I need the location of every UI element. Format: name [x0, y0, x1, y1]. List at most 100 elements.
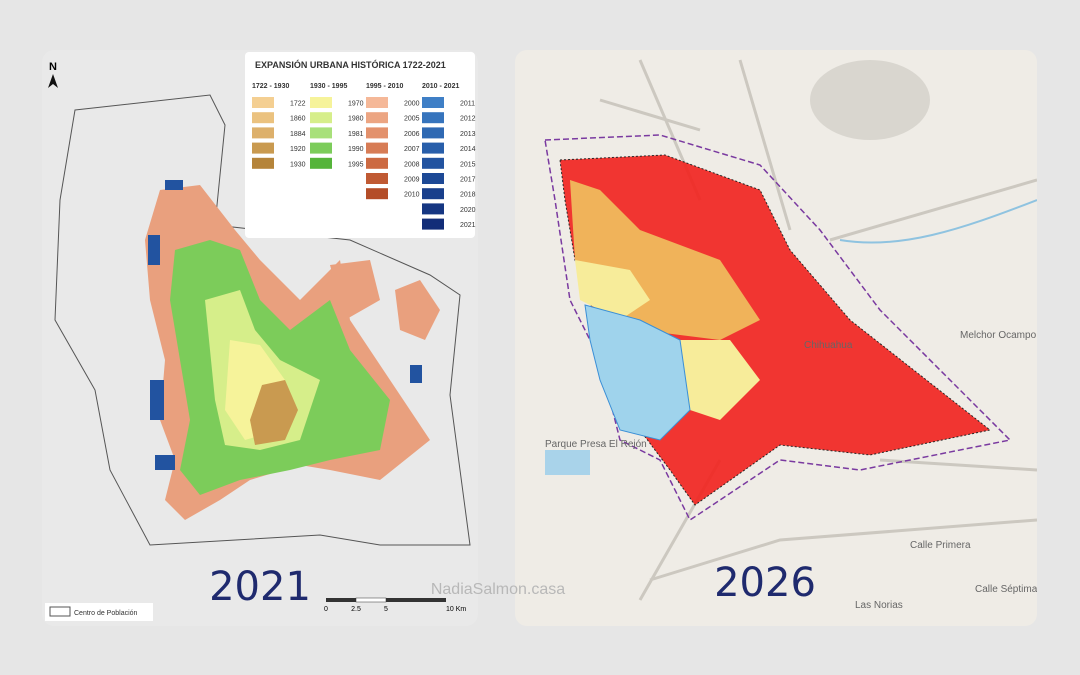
urban-patch [150, 380, 164, 420]
population-boundary [54, 94, 471, 546]
scale-label: 5 [384, 606, 388, 613]
legend-swatch [310, 157, 332, 169]
legend-period: 2010 - 2021 [422, 83, 459, 90]
caption-left: 2021 [209, 564, 311, 610]
legend-swatch [422, 142, 444, 154]
legend-period: 1930 - 1995 [310, 83, 347, 90]
urban-patch [395, 280, 440, 340]
legend-box [245, 52, 475, 238]
legend-swatch [310, 142, 332, 154]
north-arrow-icon [48, 74, 58, 88]
scale-segment [326, 598, 356, 602]
legend-swatch [422, 157, 444, 169]
legend-year: 2006 [404, 131, 420, 138]
place-label: Parque Presa El Rejón [545, 439, 647, 450]
legend-title: EXPANSIÓN URBANA HISTÓRICA 1722-2021 [255, 59, 446, 70]
legend-year: 1722 [290, 101, 306, 108]
scale-bar: 0 2.5 5 10 Km [324, 597, 466, 613]
caption-right: 2026 [714, 560, 816, 606]
legend-swatch [422, 97, 444, 108]
urban-2021 [148, 180, 422, 470]
place-label: Calle Séptima [975, 584, 1038, 595]
legend-swatch [252, 127, 274, 139]
legend-year: 1970 [348, 101, 364, 108]
legend-year: 2000 [404, 101, 420, 108]
legend-year: 2015 [460, 161, 476, 168]
scale-segment [355, 597, 387, 603]
scale-label: 2.5 [351, 606, 361, 613]
legend-swatch [310, 97, 332, 108]
zone-yellow [575, 260, 650, 320]
place-label: Melchor Ocampo [960, 330, 1037, 341]
urban-patch [148, 235, 160, 265]
legend-year: 1995 [348, 161, 364, 168]
urban-1920 [250, 380, 298, 445]
legend-swatch [252, 97, 274, 108]
legend-swatch [422, 218, 444, 230]
legend-year: 1920 [290, 146, 306, 153]
boundary-label: Centro de Población [74, 610, 138, 617]
legend-swatch [366, 142, 388, 154]
place-label: Chihuahua [804, 340, 853, 351]
legend-year: 2008 [404, 161, 420, 168]
scale-label: 0 [324, 606, 328, 613]
boundary-legend-box [45, 603, 153, 621]
legend-swatch [422, 112, 444, 124]
legend-year: 2021 [460, 222, 476, 229]
legend-period: 1722 - 1930 [252, 83, 289, 90]
legend-year: 2020 [460, 207, 476, 214]
legend-year: 2018 [460, 192, 476, 199]
place-label: Calle Primera [910, 540, 971, 551]
roads [599, 59, 1037, 601]
north-arrow: N [49, 61, 57, 73]
lake [545, 450, 590, 475]
legend-swatch [366, 173, 388, 184]
legend-year: 2009 [404, 177, 420, 184]
legend-swatch [366, 157, 388, 169]
scale-label: 10 Km [446, 606, 466, 613]
legend-swatch [422, 127, 444, 139]
legend-swatch [422, 203, 444, 215]
zone-yellow [680, 340, 760, 420]
legend-year: 1981 [348, 131, 364, 138]
legend-swatch [422, 173, 444, 184]
legend-swatch [252, 157, 274, 169]
legend-year: 2012 [460, 116, 476, 123]
legend-year: 2013 [460, 131, 476, 138]
legend-year: 2017 [460, 177, 476, 184]
watermark: NadiaSalmon.casa [431, 581, 565, 598]
legend-swatch [252, 142, 274, 154]
left-map: 1722 - 1930 1722 1860 1884 1920 1930 1930 - 19… [42, 50, 478, 626]
zone-blue [584, 304, 691, 441]
legend-year: 2010 [404, 192, 420, 199]
river [839, 199, 1037, 244]
legend-year: 1860 [290, 116, 306, 123]
legend-swatch [252, 112, 274, 124]
legend-swatch [366, 127, 388, 139]
urban-patch [330, 260, 380, 320]
scale-segment [386, 598, 446, 602]
legend-period: 1995 - 2010 [366, 83, 403, 90]
legend-year: 1884 [290, 131, 306, 138]
legend-year: 2011 [460, 101, 475, 108]
legend-year: 2007 [404, 146, 420, 153]
legend-swatch [366, 112, 388, 124]
legend-year: 1990 [348, 146, 364, 153]
legend-swatch [366, 188, 388, 200]
legend-year: 1980 [348, 116, 364, 123]
legend-swatch [310, 112, 332, 124]
place-label: Las Norias [855, 600, 903, 611]
legend-swatch [366, 97, 388, 108]
urban-patch [155, 455, 175, 470]
legend-swatch [310, 127, 332, 139]
legend-year: 1930 [290, 161, 306, 168]
urban-patch [410, 365, 422, 383]
legend: 1722 - 1930 1722 1860 1884 1920 1930 1930 - 19… [252, 83, 476, 230]
relief [810, 60, 930, 140]
planning-boundary [544, 134, 1012, 522]
legend-year: 2005 [404, 116, 420, 123]
boundary-swatch [49, 606, 71, 617]
legend-year: 2014 [460, 146, 476, 153]
urban-patch [165, 180, 183, 190]
